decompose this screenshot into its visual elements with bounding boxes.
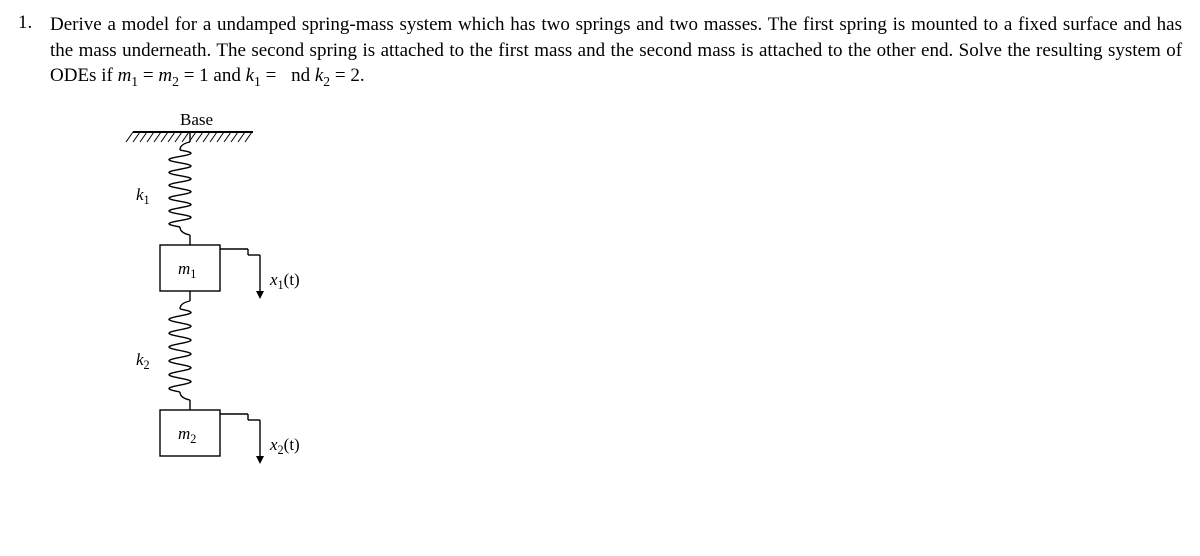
text-line: spring is attached to the first mass and… <box>310 40 1002 61</box>
sym: m <box>158 65 172 86</box>
svg-text:k2: k2 <box>136 350 150 372</box>
var-m2: m2 <box>158 65 179 86</box>
svg-text:x2(t): x2(t) <box>269 435 300 457</box>
problem-number: 1. <box>18 12 50 34</box>
problem-text: Derive a model for a undamped spring-mas… <box>50 12 1182 92</box>
svg-text:m1: m1 <box>178 259 196 281</box>
spring-mass-diagram: Base k1 m1 x1(t) k2 m2 x2(t) <box>78 110 338 510</box>
text-line: Derive a model for a undamped spring-mas… <box>50 14 762 35</box>
svg-text:m2: m2 <box>178 424 196 446</box>
sym: k <box>246 65 254 86</box>
eq: = <box>138 65 158 86</box>
problem-block: 1. Derive a model for a undamped spring-… <box>18 12 1182 92</box>
eq: = 2. <box>330 65 364 86</box>
sym: m <box>118 65 132 86</box>
sub: 2 <box>172 74 179 89</box>
svg-text:x1(t): x1(t) <box>269 270 300 292</box>
sub: 1 <box>254 74 261 89</box>
var-k2: k2 <box>315 65 330 86</box>
var-m1: m1 <box>118 65 139 86</box>
figure-diagram: Base k1 m1 x1(t) k2 m2 x2(t) <box>78 110 1182 516</box>
eq: = nd <box>261 65 315 86</box>
var-k1: k1 <box>246 65 261 86</box>
svg-text:Base: Base <box>180 110 213 129</box>
eq: = 1 and <box>179 65 246 86</box>
svg-text:k1: k1 <box>136 185 150 207</box>
